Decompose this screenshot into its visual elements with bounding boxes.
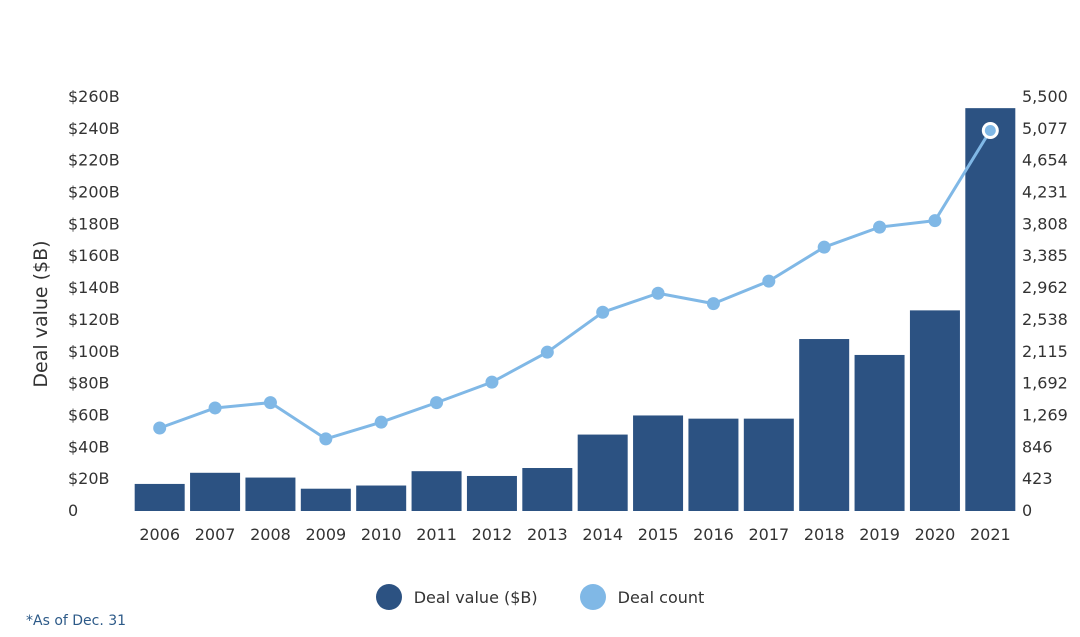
legend-swatch-deal-count — [579, 584, 606, 610]
y-right-tick-label: 4,231 — [1022, 183, 1068, 202]
x-tick-label: 2012 — [472, 525, 513, 544]
x-tick-label: 2020 — [915, 525, 956, 544]
x-tick-label: 2014 — [582, 525, 623, 544]
bar-2019 — [854, 354, 905, 511]
x-tick-label: 2016 — [693, 525, 734, 544]
bar-2017 — [743, 418, 794, 511]
y-left-tick-label: $220B — [68, 151, 120, 170]
x-tick-label: 2006 — [139, 525, 180, 544]
bar-2015 — [633, 415, 684, 511]
y-right-tick-label: 5,500 — [1022, 87, 1068, 106]
bar-2011 — [411, 471, 462, 511]
point-2008 — [263, 396, 277, 410]
y-right-tick-label: 2,115 — [1022, 342, 1068, 361]
bar-2007 — [190, 472, 241, 511]
y-left-tick-label: $20B — [68, 469, 110, 488]
x-tick-label: 2008 — [250, 525, 291, 544]
point-2019 — [873, 220, 887, 234]
y-right-tick-label: 3,385 — [1022, 246, 1068, 265]
bar-2020 — [909, 310, 960, 511]
bar-2014 — [577, 434, 628, 511]
bar-2006 — [134, 483, 185, 511]
bar-2008 — [245, 477, 296, 511]
point-2006 — [153, 421, 167, 435]
y-left-tick-label: $240B — [68, 119, 120, 138]
x-tick-label: 2010 — [361, 525, 402, 544]
chart: 0 $20B $40B $60B $80B $100B $120B $140B $160B $18… — [30, 87, 1068, 544]
footnote: *As of Dec. 31 — [26, 613, 127, 629]
y-right-tick-label: 2,962 — [1022, 278, 1068, 297]
y-left-tick-label: $80B — [68, 374, 110, 393]
x-tick-label: 2015 — [638, 525, 679, 544]
legend: Deal value ($B) Deal count — [0, 582, 1080, 612]
point-2007 — [208, 401, 222, 415]
y-right-tick-label: 4,654 — [1022, 151, 1068, 170]
y-right-tick-label: 1,269 — [1022, 405, 1068, 424]
bar-2009 — [300, 488, 351, 511]
y-left-tick-label: $160B — [68, 246, 120, 265]
y-left-tick-label: $180B — [68, 214, 120, 233]
point-2017 — [762, 274, 776, 288]
point-2015 — [651, 286, 665, 300]
y-left-tick-label: $200B — [68, 183, 120, 202]
x-tick-label: 2011 — [416, 525, 457, 544]
y-right-tick-label: 846 — [1022, 437, 1053, 456]
bar-2012 — [466, 475, 517, 511]
point-2014 — [596, 305, 610, 319]
y-right-tick-label: 2,538 — [1022, 310, 1068, 329]
x-tick-label: 2007 — [195, 525, 236, 544]
legend-label-deal-value: Deal value ($B) — [413, 587, 538, 607]
legend-label-deal-count: Deal count — [617, 587, 705, 607]
x-tick-label: 2018 — [804, 525, 845, 544]
point-2018 — [817, 240, 831, 254]
y-right-tick-label: 0 — [1022, 501, 1032, 520]
x-tick-label: 2021 — [970, 525, 1011, 544]
point-2012 — [485, 375, 499, 389]
bar-2013 — [522, 468, 573, 511]
x-tick-label: 2019 — [859, 525, 900, 544]
y-axis-title: Deal value ($B) — [30, 240, 52, 387]
point-2013 — [540, 345, 554, 359]
point-2016 — [706, 297, 720, 311]
y-right-tick-label: 423 — [1022, 469, 1053, 488]
bar-2018 — [799, 339, 850, 511]
y-left-tick-label: $120B — [68, 310, 120, 329]
y-left-tick-label: $140B — [68, 278, 120, 297]
point-2009 — [319, 432, 333, 446]
deal-count-line — [159, 129, 992, 441]
x-tick-label: 2017 — [748, 525, 789, 544]
y-right-tick-label: 3,808 — [1022, 214, 1068, 233]
bar-2016 — [688, 418, 739, 511]
y-right-tick-label: 5,077 — [1022, 119, 1068, 138]
point-2010 — [374, 415, 388, 429]
point-2020 — [928, 214, 942, 228]
point-2021 — [981, 121, 999, 139]
point-2011 — [430, 396, 444, 410]
bar-2010 — [356, 485, 407, 511]
y-left-tick-label: 0 — [68, 501, 78, 520]
y-left-tick-label: $60B — [68, 405, 110, 424]
x-tick-label: 2013 — [527, 525, 568, 544]
y-left-tick-label: $40B — [68, 437, 110, 456]
legend-item-deal-value: Deal value ($B) — [375, 584, 538, 610]
legend-item-deal-count: Deal count — [579, 584, 705, 610]
y-right-tick-label: 1,692 — [1022, 374, 1068, 393]
x-tick-label: 2009 — [305, 525, 346, 544]
y-left-tick-label: $100B — [68, 342, 120, 361]
y-left-tick-label: $260B — [68, 87, 120, 106]
legend-swatch-deal-value — [375, 584, 402, 610]
bar-2021 — [965, 108, 1016, 512]
